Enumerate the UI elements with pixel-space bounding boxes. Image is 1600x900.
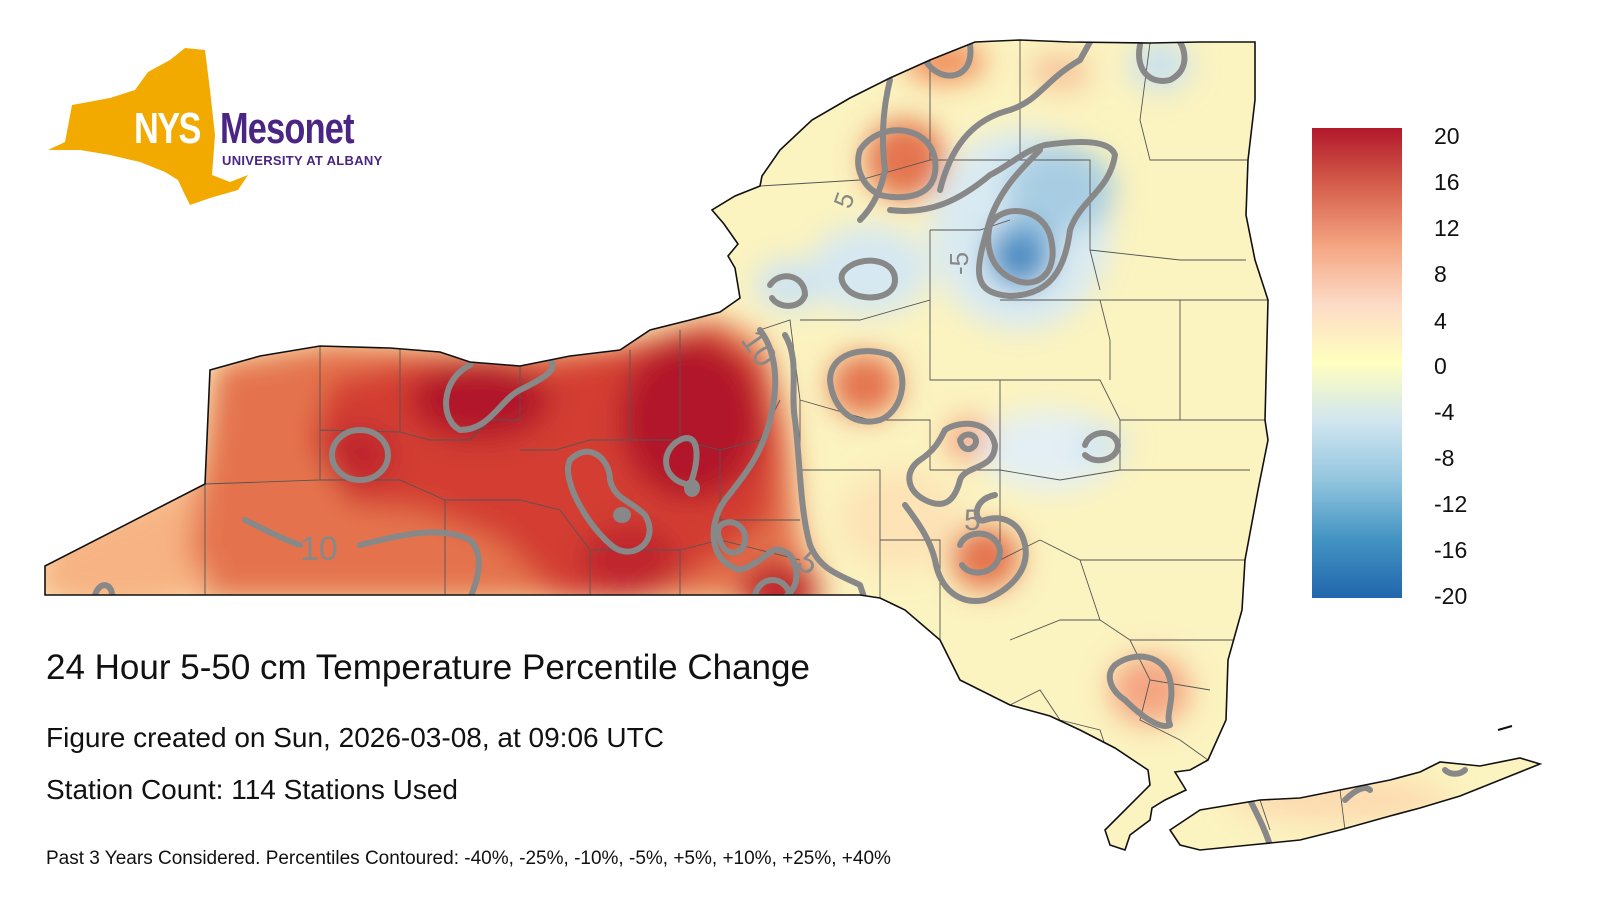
logo-nys-text: NYS	[134, 104, 201, 153]
legend-tick: 20	[1434, 123, 1460, 149]
legend-tick: 0	[1434, 353, 1447, 379]
contour-label: 5	[964, 504, 981, 537]
legend-tick: -4	[1434, 399, 1455, 425]
station-count: Station Count: 114 Stations Used	[46, 774, 458, 805]
legend-tick: -8	[1434, 445, 1455, 471]
percentile-contours	[92, 40, 1468, 848]
logo-mesonet-text: Mesonet	[220, 104, 355, 153]
legend-colorbar	[1312, 128, 1402, 598]
legend-tick: -20	[1434, 583, 1468, 609]
contour-label: 10	[300, 530, 338, 568]
logo-university-text: UNIVERSITY AT ALBANY	[222, 153, 383, 168]
legend-tick: 4	[1434, 308, 1447, 334]
legend-tick: -16	[1434, 537, 1468, 563]
figure-title: 24 Hour 5-50 cm Temperature Percentile C…	[46, 648, 810, 687]
percentile-note: Past 3 Years Considered. Percentiles Con…	[46, 848, 891, 869]
legend-tick: 12	[1434, 215, 1460, 241]
contour-label: -5	[944, 252, 974, 275]
figure-created-date: Figure created on Sun, 2026-03-08, at 09…	[46, 722, 664, 753]
legend-tick: 8	[1434, 261, 1447, 287]
legend-tick: -12	[1434, 491, 1468, 517]
logo-ny-silhouette	[48, 48, 248, 205]
island-marker	[1497, 725, 1513, 731]
legend-tick: 16	[1434, 169, 1460, 195]
